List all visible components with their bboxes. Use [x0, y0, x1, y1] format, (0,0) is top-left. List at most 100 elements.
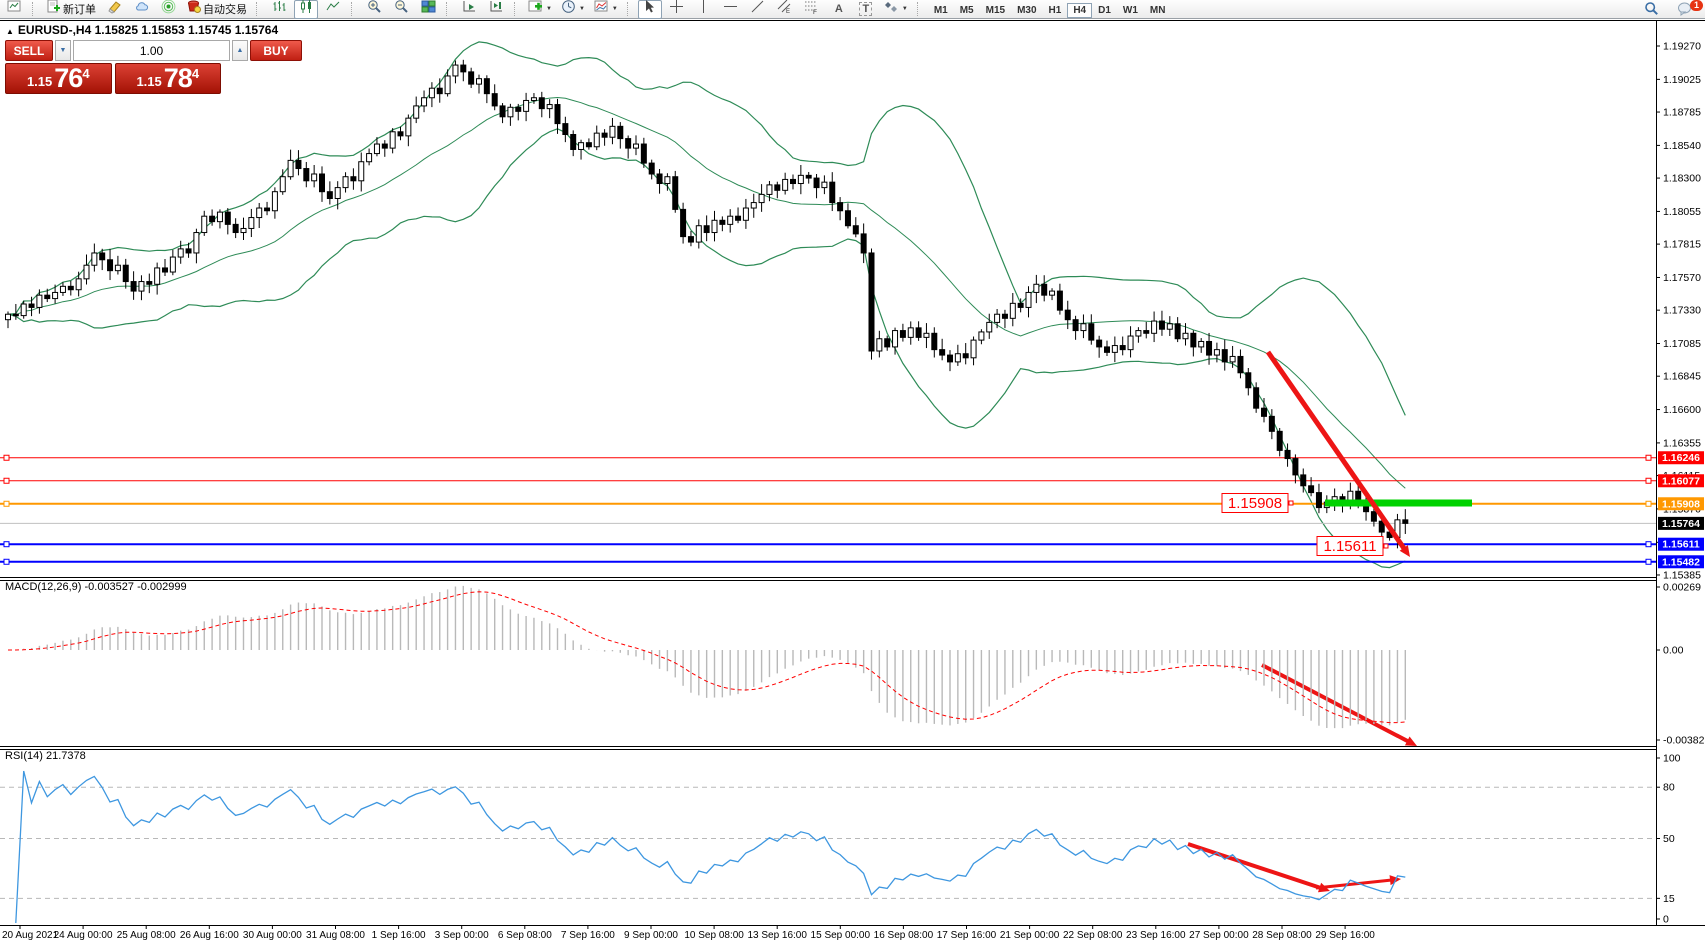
- candle-up: [311, 173, 318, 182]
- one-click-trading-panel: SELL ▼ ▲ BUY 1.15 76 4 1.15 78 4: [5, 40, 302, 94]
- line-handle[interactable]: [1645, 454, 1652, 461]
- price-axis-label: 1.19270: [1663, 41, 1701, 53]
- candle-up: [1033, 283, 1040, 293]
- buy-price-display[interactable]: 1.15 78 4: [114, 63, 221, 94]
- rsi-axis-label: 15: [1663, 893, 1675, 905]
- timeframe-MN[interactable]: MN: [1149, 5, 1166, 16]
- arrowhead: [1404, 736, 1417, 746]
- chart-shift-button[interactable]: [484, 0, 508, 19]
- period-button[interactable]: ▼: [558, 0, 588, 19]
- volume-decrease-button[interactable]: ▼: [55, 40, 71, 61]
- candle-down: [648, 162, 655, 175]
- timeframe-D1[interactable]: D1: [1098, 5, 1111, 16]
- line-handle[interactable]: [3, 500, 10, 507]
- volume-increase-button[interactable]: ▲: [232, 40, 248, 61]
- zoom-in-button[interactable]: [362, 0, 386, 19]
- line-handle[interactable]: [1645, 500, 1652, 507]
- timeframe-M30[interactable]: M30: [1017, 5, 1037, 16]
- collapse-arrow-icon[interactable]: ▲: [6, 27, 14, 36]
- buy-price-sup: 4: [191, 66, 200, 81]
- timeframe-H1[interactable]: H1: [1048, 5, 1062, 16]
- line-handle[interactable]: [1645, 558, 1652, 565]
- time-axis-label: 28 Sep 08:00: [1252, 930, 1312, 941]
- sell-button[interactable]: SELL: [5, 40, 53, 61]
- text-tool-button[interactable]: A: [827, 0, 851, 19]
- candle-up: [507, 106, 514, 118]
- candle-down: [99, 252, 106, 261]
- line-chart-button[interactable]: [321, 0, 345, 19]
- timeframe-M1[interactable]: M1: [933, 5, 948, 16]
- trendline-tool-button[interactable]: [746, 0, 770, 19]
- cursor-tool-button[interactable]: [637, 0, 662, 19]
- zoom-in-icon: [367, 0, 382, 19]
- signals-button[interactable]: [156, 0, 180, 19]
- tile-windows-button[interactable]: [416, 0, 440, 19]
- line-handle[interactable]: [3, 541, 10, 548]
- candle-up: [797, 174, 804, 185]
- template-button[interactable]: ▼: [591, 0, 621, 19]
- cloud-button[interactable]: [129, 0, 153, 19]
- candle-up: [970, 339, 977, 359]
- text-label-tool-button[interactable]: T: [854, 0, 878, 19]
- trend-arrow[interactable]: [1187, 842, 1324, 891]
- timeframe-H4[interactable]: H4: [1067, 3, 1093, 18]
- vertical-line-icon: [696, 0, 711, 19]
- candle-up: [923, 332, 930, 338]
- green-highlight-bar[interactable]: [1325, 499, 1472, 507]
- price-annotation-box[interactable]: [1221, 493, 1289, 513]
- candlestick-chart-icon: [299, 0, 314, 19]
- channel-tool-button[interactable]: E: [773, 0, 797, 19]
- candle-down: [931, 332, 938, 351]
- line-handle[interactable]: [1645, 541, 1652, 548]
- annotation-handle[interactable]: [1288, 500, 1294, 506]
- crosshair-tool-button[interactable]: [665, 0, 689, 19]
- chat-button[interactable]: 1: [1673, 0, 1703, 20]
- candle-up: [1151, 320, 1158, 334]
- sell-price-display[interactable]: 1.15 76 4: [5, 63, 112, 94]
- search-button[interactable]: [1639, 1, 1663, 20]
- candle-up: [664, 176, 671, 185]
- trend-arrow[interactable]: [1261, 663, 1411, 745]
- horizontal-line-icon: [723, 0, 738, 19]
- add-indicator-button[interactable]: ▼: [525, 0, 555, 19]
- auto-trading-button[interactable]: 自动交易: [183, 0, 250, 19]
- zoom-out-button[interactable]: [389, 0, 413, 19]
- candle-down: [468, 71, 475, 85]
- candlestick-chart-button[interactable]: [294, 0, 318, 19]
- line-handle[interactable]: [3, 477, 10, 484]
- dropdown-arrow-icon: ▼: [578, 6, 585, 12]
- bar-chart-button[interactable]: [267, 0, 291, 19]
- buy-button[interactable]: BUY: [250, 40, 302, 61]
- timeframe-M15[interactable]: M15: [985, 5, 1006, 16]
- price-axis-label: 1.15385: [1663, 569, 1701, 581]
- shapes-tool-button[interactable]: ▼: [881, 0, 911, 19]
- horizontal-line-tool-button[interactable]: [719, 0, 743, 19]
- vertical-line-tool-button[interactable]: [692, 0, 716, 19]
- price-badge-text: 1.15482: [1662, 556, 1700, 568]
- auto-scroll-button[interactable]: [457, 0, 481, 19]
- candle-down: [303, 168, 310, 182]
- timeframe-M5[interactable]: M5: [959, 5, 974, 16]
- candle-up: [334, 187, 341, 199]
- price-annotation-box[interactable]: [1316, 536, 1384, 556]
- annotation-handle[interactable]: [1383, 543, 1389, 549]
- rsi-label: RSI(14) 21.7378: [5, 750, 86, 762]
- candle-up: [428, 87, 435, 99]
- styler-button[interactable]: [102, 0, 126, 19]
- fibonacci-tool-button[interactable]: F: [800, 0, 824, 19]
- timeframe-W1[interactable]: W1: [1122, 5, 1138, 16]
- line-handle[interactable]: [3, 558, 10, 565]
- new-order-icon: [46, 0, 61, 19]
- candle-up: [248, 217, 255, 229]
- line-handle[interactable]: [1645, 477, 1652, 484]
- chart-window-button[interactable]: [2, 0, 26, 19]
- time-axis-label: 1 Sep 16:00: [372, 930, 426, 941]
- line-handle[interactable]: [3, 454, 10, 461]
- trend-arrow[interactable]: [1265, 350, 1408, 552]
- trend-arrow[interactable]: [1315, 878, 1394, 890]
- volume-input[interactable]: [73, 40, 230, 61]
- candle-up: [986, 321, 993, 333]
- new-order-button[interactable]: 新订单: [43, 0, 99, 19]
- fibo-suffix: F: [813, 9, 817, 14]
